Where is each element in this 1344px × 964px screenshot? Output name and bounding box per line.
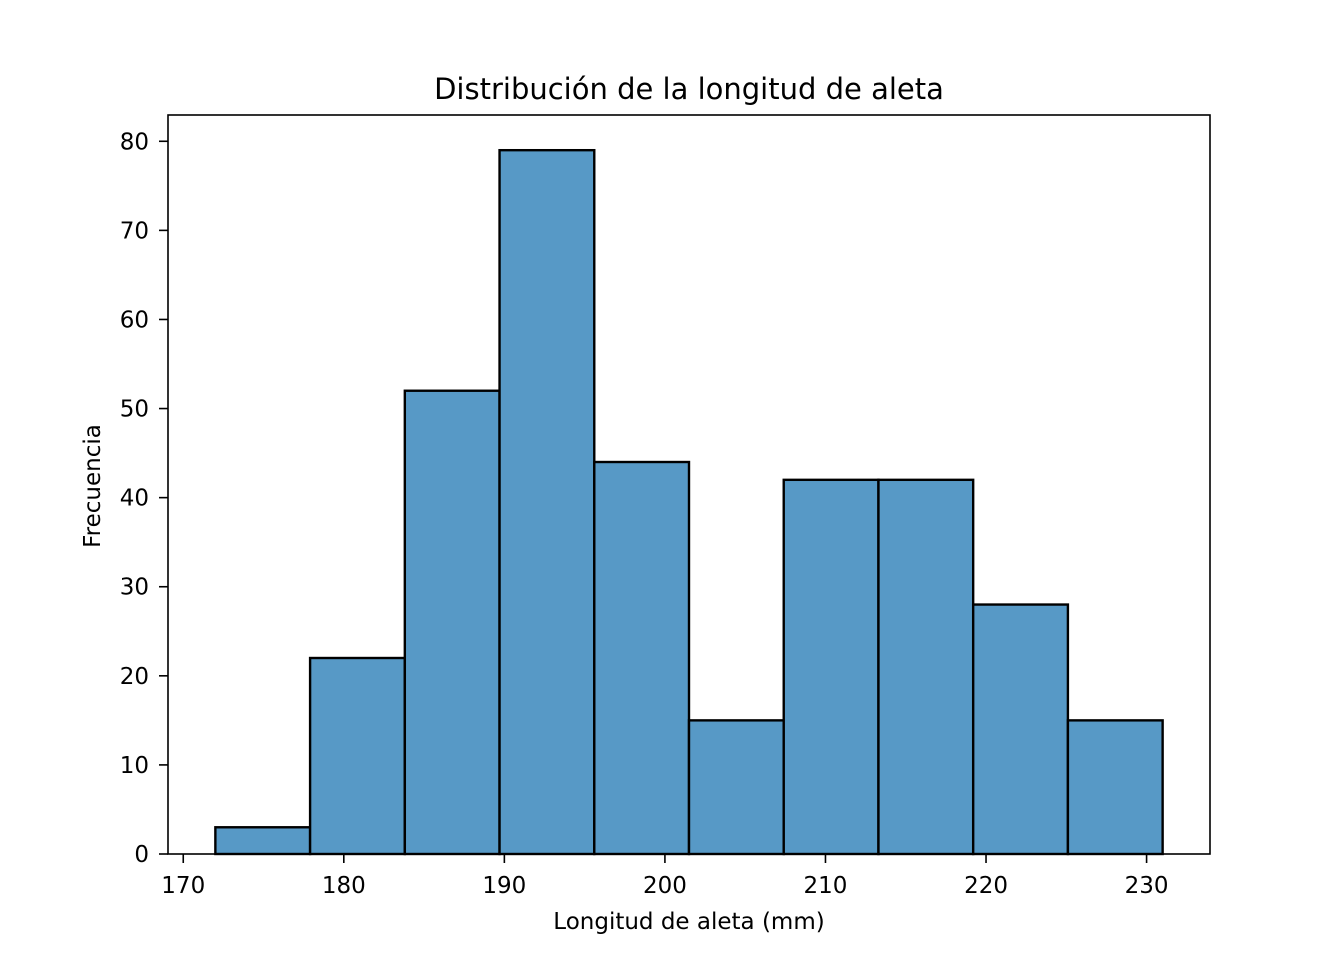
y-tick-label: 0: [134, 842, 149, 868]
y-tick-label: 40: [120, 486, 149, 512]
x-axis-label: Longitud de aleta (mm): [553, 909, 824, 935]
x-tick-label: 180: [322, 873, 366, 899]
y-tick-label: 50: [120, 397, 149, 423]
histogram-bar: [1066, 719, 1164, 856]
histogram-bar: [687, 719, 785, 856]
y-axis-ticks: 0 10 20 30 40 50 60 70 80: [120, 129, 168, 868]
histogram-bar: [308, 656, 407, 856]
histogram-bar: [403, 389, 501, 856]
y-tick-label: 80: [120, 129, 149, 155]
y-tick-label: 70: [120, 218, 149, 244]
chart-title: Distribución de la longitud de aleta: [434, 72, 944, 106]
x-tick-label: 230: [1125, 873, 1169, 899]
x-tick-label: 190: [482, 873, 526, 899]
x-tick-label: 220: [964, 873, 1008, 899]
x-tick-label: 200: [643, 873, 687, 899]
y-tick-label: 30: [120, 575, 149, 601]
x-tick-label: 170: [161, 873, 205, 899]
histogram-bar: [593, 460, 691, 856]
bars-layer: [214, 148, 1164, 856]
x-axis-ticks: 170 180 190 200 210 220 230: [161, 854, 1169, 899]
y-tick-label: 20: [120, 664, 149, 690]
histogram-bar: [782, 478, 880, 856]
x-tick-label: 210: [804, 873, 848, 899]
plot-frame: [167, 114, 1211, 855]
histogram-bar: [214, 826, 312, 856]
y-tick-label: 60: [120, 307, 149, 333]
histogram-bar: [498, 148, 596, 856]
y-tick-label: 10: [120, 753, 149, 779]
histogram-bar: [971, 603, 1070, 856]
histogram-bar: [877, 478, 975, 856]
y-axis-label: Frecuencia: [80, 424, 106, 548]
